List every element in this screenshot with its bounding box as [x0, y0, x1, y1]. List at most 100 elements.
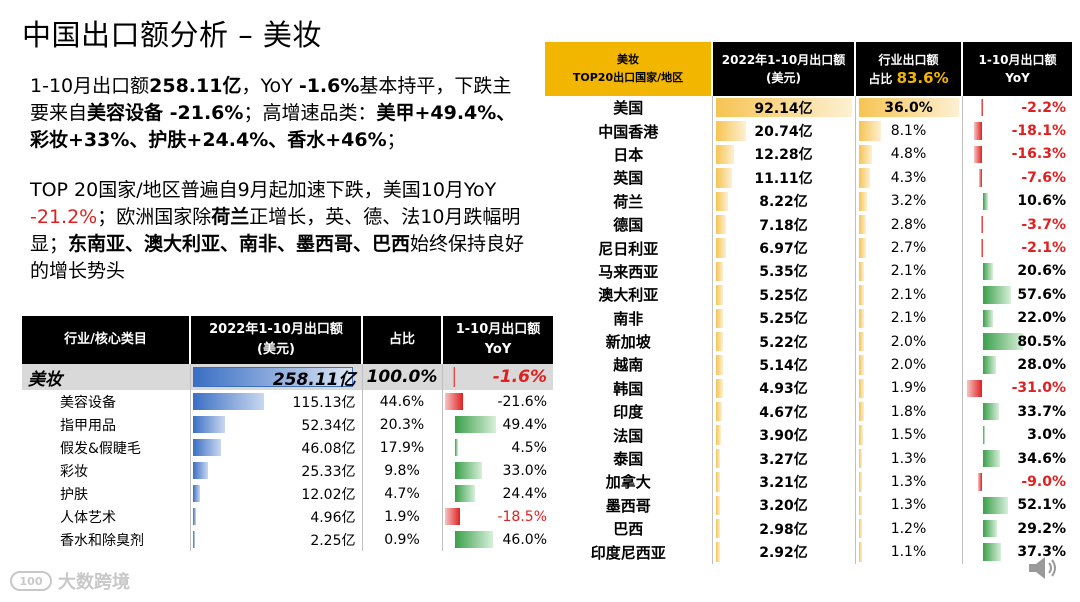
yoy-value: 37.3%: [1017, 544, 1066, 561]
share-value: 2.1%: [890, 286, 927, 303]
header-share-line1: 行业出口额: [878, 52, 939, 67]
share-cell: 1.8%: [855, 400, 963, 424]
yoy-bar: [982, 449, 1000, 468]
amount-value: 3.20亿: [759, 498, 808, 515]
yoy-bar: [978, 473, 983, 491]
amount-value: 2.92亿: [759, 545, 808, 562]
summary-text: 1-10月出口额258.11亿，YoY -1.6%基本持平，下跌主要来自美容设备…: [30, 73, 530, 308]
share-cell: 2.1%: [855, 283, 963, 307]
share-bar: [858, 261, 865, 282]
share-bar: [858, 308, 865, 328]
country-name: 越南: [545, 353, 713, 377]
amount-value: 92.14亿: [754, 100, 813, 117]
yoy-cell: 20.6%: [962, 260, 1072, 283]
yoy-cell: 22.0%: [962, 307, 1072, 330]
summary-segment: 基本持平，下跌主要来自: [30, 75, 512, 124]
amount-cell: 4.93亿: [712, 376, 856, 401]
logo-text: 大数跨境: [58, 572, 130, 593]
amount-value: 52.34亿: [301, 417, 356, 434]
table-row: 护肤 12.02亿 4.7% 24.4%: [22, 482, 553, 505]
amount-value: 2.98亿: [759, 521, 808, 538]
amount-value: 5.22亿: [759, 334, 808, 351]
table-row: 印度 4.67亿 1.8% 33.7%: [545, 400, 1072, 424]
yoy-value: 29.2%: [1017, 520, 1066, 537]
share-cell: 2.7%: [855, 236, 963, 260]
amount-bar: [715, 191, 728, 211]
summary-segment: 1-10月出口额: [30, 75, 150, 97]
amount-bar: [715, 308, 724, 328]
amount-bar: [715, 495, 721, 516]
share-cell: 1.3%: [855, 446, 963, 471]
summary-segment: 258.11亿: [149, 75, 242, 97]
yoy-value: -31.0%: [1011, 380, 1066, 397]
yoy-value: -21.6%: [497, 393, 547, 410]
category-name: 彩妆: [22, 459, 191, 482]
yoy-cell: 29.2%: [962, 517, 1072, 540]
yoy-value: 46.0%: [502, 531, 547, 548]
speaker-icon[interactable]: [1025, 553, 1065, 583]
country-name: 墨西哥: [545, 493, 713, 518]
amount-cell: 46.08亿: [190, 436, 363, 459]
summary-segment: 正增长，英、德、法10月跌幅明显；: [30, 206, 521, 255]
share-bar: [858, 542, 862, 562]
yoy-value: -2.1%: [1021, 240, 1066, 257]
total-row: 美妆 258.11亿 100.0% -1.6%: [22, 364, 553, 390]
yoy-bar: [981, 99, 984, 117]
yoy-value: 80.5%: [1017, 333, 1066, 350]
share-bar: [858, 355, 865, 375]
share-value: 2.0%: [890, 333, 927, 350]
yoy-cell: 24.4%: [442, 482, 553, 505]
share-value: 3.2%: [890, 193, 927, 210]
summary-segment: ；: [386, 129, 406, 151]
share-cell: 2.1%: [855, 306, 963, 330]
yoy-bar: [454, 485, 475, 502]
country-name: 韩国: [545, 376, 713, 401]
country-name: 泰国: [545, 446, 713, 471]
table-row: 加拿大 3.21亿 1.3% -9.0%: [545, 470, 1072, 494]
yoy-bar: [982, 520, 997, 538]
table-row: 巴西 2.98亿 1.2% 29.2%: [545, 517, 1072, 541]
amount-cell: 258.11亿: [190, 364, 363, 390]
share-value: 2.8%: [890, 216, 927, 233]
table-row: 彩妆 25.33亿 9.8% 33.0%: [22, 459, 553, 482]
yoy-bar: [982, 309, 994, 327]
yoy-bar: [454, 439, 459, 456]
yoy-bar: [982, 286, 1012, 304]
amount-bar: [715, 98, 852, 118]
amount-value: 5.25亿: [759, 311, 808, 328]
yoy-cell: 4.5%: [442, 436, 553, 459]
yoy-value: 3.0%: [1027, 427, 1066, 444]
summary-segment: ；高增速品类：: [243, 102, 377, 124]
amount-bar: [715, 378, 723, 399]
share-value: 1.1%: [890, 544, 927, 561]
yoy-bar: [454, 462, 482, 479]
share-value: 1.3%: [890, 473, 927, 490]
table-row: 法国 3.90亿 1.5% 3.0%: [545, 423, 1072, 447]
header-share: 占比: [362, 316, 443, 364]
amount-cell: 12.02亿: [190, 482, 363, 505]
amount-cell: 5.25亿: [712, 306, 856, 330]
country-name: 澳大利亚: [545, 283, 713, 307]
amount-bar: [715, 121, 747, 141]
header-country: 美妆 TOP20出口国家/地区: [545, 42, 713, 96]
summary-segment: -21.2%: [30, 206, 98, 228]
share-bar: [858, 168, 871, 188]
yoy-value: 52.1%: [1017, 497, 1066, 514]
country-name: 法国: [545, 423, 713, 447]
amount-cell: 6.97亿: [712, 236, 856, 260]
share-bar: [858, 448, 863, 469]
summary-paragraph-2: TOP 20国家/地区普遍自9月起加速下跌，美国10月YoY -21.2%；欧洲…: [30, 177, 530, 285]
share-value: 4.7%: [362, 482, 443, 505]
share-value: 2.0%: [890, 356, 927, 373]
share-cell: 4.3%: [855, 166, 963, 190]
country-name: 中国香港: [545, 119, 713, 143]
amount-cell: 3.21亿: [712, 470, 856, 494]
amount-bar: [715, 355, 724, 375]
yoy-bar: [454, 416, 496, 433]
country-name: 日本: [545, 142, 713, 167]
yoy-value: 10.6%: [1017, 193, 1066, 210]
amount-cell: 8.22亿: [712, 189, 856, 213]
share-value: 4.8%: [890, 146, 927, 163]
yoy-cell: 33.0%: [442, 459, 553, 482]
yoy-bar: [454, 531, 493, 548]
